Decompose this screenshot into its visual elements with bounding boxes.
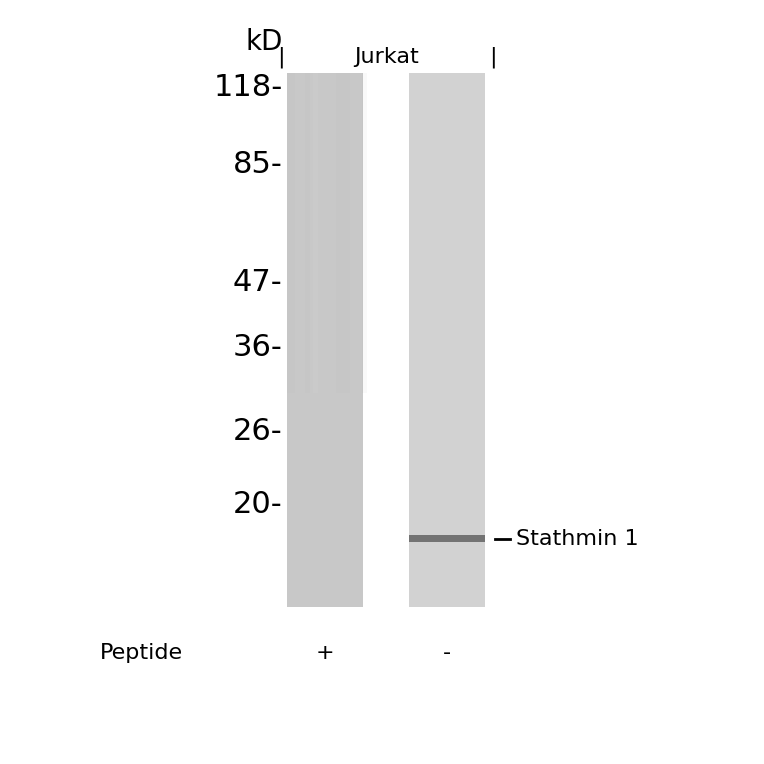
- Bar: [409, 73, 485, 607]
- Bar: [470, 73, 474, 607]
- Bar: [427, 73, 430, 607]
- Bar: [409, 535, 485, 542]
- Bar: [305, 73, 310, 393]
- Bar: [286, 73, 363, 607]
- Bar: [341, 73, 350, 393]
- Text: -: -: [443, 643, 451, 663]
- Text: |: |: [277, 47, 285, 68]
- Bar: [287, 73, 296, 393]
- Text: +: +: [316, 643, 334, 663]
- Text: 47-: 47-: [233, 268, 283, 297]
- Text: 85-: 85-: [233, 150, 283, 179]
- Text: Stathmin 1: Stathmin 1: [516, 529, 639, 549]
- Bar: [313, 73, 318, 393]
- Text: Peptide: Peptide: [100, 643, 183, 663]
- Bar: [445, 73, 448, 607]
- Text: |: |: [489, 47, 497, 68]
- Text: kD: kD: [245, 28, 283, 56]
- Text: 118-: 118-: [213, 73, 283, 102]
- Bar: [335, 73, 341, 393]
- Bar: [362, 73, 367, 393]
- Text: 36-: 36-: [233, 333, 283, 362]
- Text: 26-: 26-: [233, 417, 283, 446]
- Bar: [461, 73, 466, 607]
- Text: 20-: 20-: [233, 490, 283, 519]
- Text: Jurkat: Jurkat: [354, 47, 419, 67]
